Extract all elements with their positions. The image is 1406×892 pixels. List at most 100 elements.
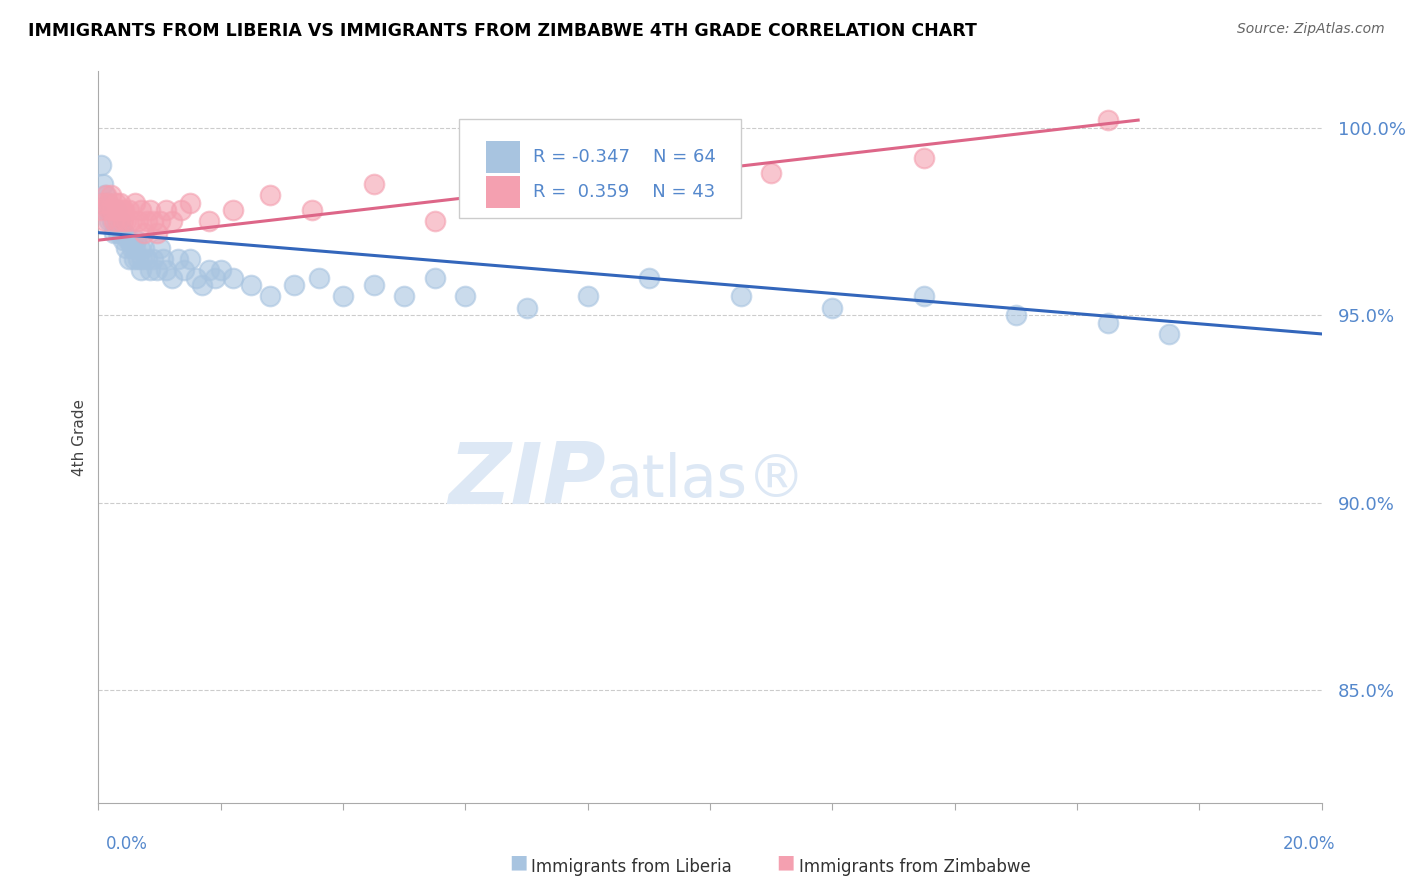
Point <box>155 263 177 277</box>
Point <box>131 252 153 266</box>
Point <box>103 214 125 228</box>
Point <box>423 214 446 228</box>
Point <box>332 289 354 303</box>
Point <box>152 252 174 266</box>
Point <box>730 289 752 303</box>
FancyBboxPatch shape <box>460 119 741 218</box>
Point <box>136 214 159 228</box>
Point <box>108 195 131 210</box>
Point <box>122 252 145 266</box>
Point <box>124 195 146 210</box>
Point <box>107 214 129 228</box>
Text: R = -0.347    N = 64: R = -0.347 N = 64 <box>533 148 716 166</box>
Text: IMMIGRANTS FROM LIBERIA VS IMMIGRANTS FROM ZIMBABWE 4TH GRADE CORRELATION CHART: IMMIGRANTS FROM LIBERIA VS IMMIGRANTS FR… <box>28 22 977 40</box>
Bar <box>486 141 520 173</box>
Point <box>100 203 122 218</box>
Point <box>129 241 152 255</box>
Point <box>240 278 263 293</box>
Point <box>121 241 143 255</box>
Point <box>173 263 195 277</box>
Point <box>104 195 127 210</box>
Point <box>93 188 115 202</box>
Point <box>91 177 114 191</box>
Point <box>363 177 385 191</box>
Point <box>1004 308 1026 322</box>
Point <box>103 226 125 240</box>
Point <box>91 195 114 210</box>
Point <box>97 195 120 210</box>
Point <box>149 214 172 228</box>
Point <box>112 226 135 240</box>
Point <box>392 289 416 303</box>
Text: Immigrants from Liberia: Immigrants from Liberia <box>531 858 733 876</box>
Point <box>197 214 219 228</box>
Point <box>454 289 477 303</box>
Point <box>204 270 226 285</box>
Point <box>125 233 148 247</box>
Text: R =  0.359    N = 43: R = 0.359 N = 43 <box>533 183 714 201</box>
Text: ■: ■ <box>509 852 527 871</box>
Point <box>118 203 141 218</box>
Point <box>186 270 208 285</box>
Point <box>145 263 167 277</box>
Point <box>98 214 121 228</box>
Point <box>90 158 112 172</box>
Point <box>209 263 232 277</box>
Point <box>120 233 142 247</box>
Point <box>283 278 305 293</box>
Point <box>134 241 156 255</box>
Point <box>108 214 131 228</box>
Bar <box>486 176 520 208</box>
Point <box>105 214 128 228</box>
Text: Immigrants from Zimbabwe: Immigrants from Zimbabwe <box>799 858 1031 876</box>
Point <box>160 270 183 285</box>
Y-axis label: 4th Grade: 4th Grade <box>72 399 87 475</box>
Point <box>97 195 120 210</box>
Point <box>127 252 149 266</box>
Point <box>136 252 159 266</box>
Point <box>197 263 219 277</box>
Text: Source: ZipAtlas.com: Source: ZipAtlas.com <box>1237 22 1385 37</box>
Point <box>259 188 281 202</box>
Point <box>821 301 844 315</box>
Point <box>134 226 156 240</box>
Point <box>104 203 127 218</box>
Point <box>139 203 162 218</box>
Point <box>516 301 538 315</box>
Point <box>118 252 141 266</box>
Point <box>127 214 149 228</box>
Point <box>111 226 134 240</box>
Point <box>105 203 128 218</box>
Point <box>576 289 599 303</box>
Point <box>637 270 661 285</box>
Point <box>1157 326 1180 341</box>
Point <box>139 263 162 277</box>
Point <box>363 278 385 293</box>
Point <box>179 252 201 266</box>
Point <box>637 177 661 191</box>
Point <box>179 195 201 210</box>
Point <box>124 241 146 255</box>
Text: ZIP: ZIP <box>449 440 606 523</box>
Text: atlas®: atlas® <box>606 452 806 509</box>
Text: 20.0%: 20.0% <box>1284 835 1336 853</box>
Point <box>93 214 115 228</box>
Point <box>145 226 167 240</box>
Point <box>101 214 124 228</box>
Point <box>546 195 568 210</box>
Point <box>117 233 139 247</box>
Point <box>761 166 783 180</box>
Point <box>142 252 165 266</box>
Point <box>222 203 245 218</box>
Point <box>115 241 138 255</box>
Point <box>912 289 935 303</box>
Point <box>94 203 117 218</box>
Point <box>160 214 183 228</box>
Point <box>308 270 330 285</box>
Point <box>111 233 134 247</box>
Point <box>423 270 446 285</box>
Point <box>129 203 152 218</box>
Point <box>100 188 122 202</box>
Point <box>170 203 193 218</box>
Point <box>301 203 323 218</box>
